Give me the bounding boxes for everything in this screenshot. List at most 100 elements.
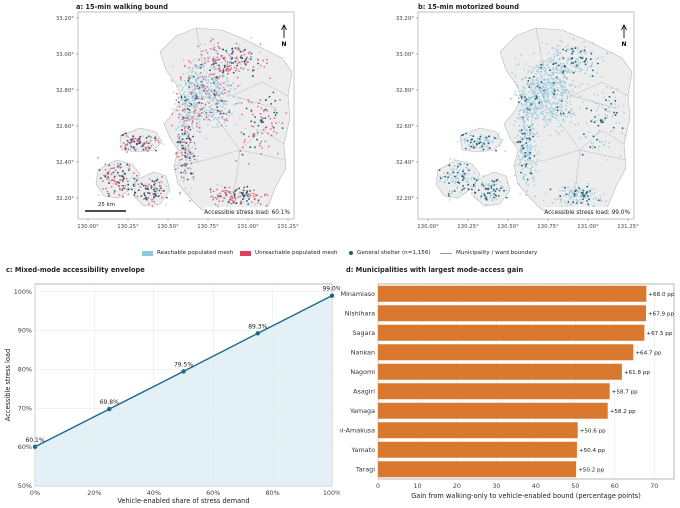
mesh-cell (546, 119, 549, 121)
mesh-cell (544, 105, 547, 107)
legend-boundary-label: Municipality / ward boundary (456, 250, 538, 256)
mesh-cell (215, 99, 218, 101)
mesh-cell (574, 65, 576, 67)
mesh-cell (187, 144, 190, 146)
shelter-point (117, 181, 119, 184)
mesh-cell (210, 120, 212, 122)
mesh-cell (565, 105, 567, 107)
mesh-cell (482, 175, 484, 177)
mesh-cell (126, 135, 128, 137)
mesh-cell (540, 75, 543, 77)
mesh-cell (530, 104, 533, 107)
mesh-cell (139, 186, 141, 188)
mesh-cell (595, 58, 598, 60)
shelter-point (153, 184, 156, 186)
mesh-cell (624, 135, 626, 137)
shelter-point (126, 163, 129, 166)
mesh-cell (235, 70, 237, 72)
mesh-cell (524, 136, 526, 139)
mesh-cell (197, 117, 199, 120)
shelter-point (467, 183, 470, 186)
mesh-cell (491, 190, 494, 193)
mesh-cell (533, 128, 535, 130)
mesh-cell (251, 101, 253, 104)
mesh-cell (194, 92, 197, 95)
mesh-cell (551, 112, 553, 114)
mesh-cell (559, 52, 561, 54)
mesh-cell (223, 103, 225, 105)
mesh-cell (524, 159, 526, 162)
mesh-cell (565, 89, 567, 91)
shelter-point (246, 200, 248, 202)
mesh-cell (198, 112, 200, 115)
mesh-cell (531, 120, 533, 122)
mesh-cell (604, 114, 607, 116)
shelter-point (252, 135, 255, 138)
mesh-cell (247, 52, 250, 54)
mesh-cell (491, 141, 494, 143)
shelter-point (116, 171, 119, 174)
mesh-cell (136, 140, 138, 142)
mesh-cell (561, 66, 563, 68)
shelter-point (594, 116, 596, 118)
mesh-cell (190, 163, 192, 165)
shelter-point (534, 97, 537, 100)
mesh-cell (248, 193, 250, 196)
mesh-cell (470, 134, 473, 136)
mesh-cell (570, 70, 572, 72)
mesh-cell (564, 68, 566, 70)
mesh-cell (194, 108, 196, 110)
mesh-cell (536, 159, 539, 161)
mesh-cell (147, 150, 149, 152)
shelter-point (222, 71, 224, 74)
mesh-cell (552, 88, 555, 90)
mesh-cell (538, 151, 540, 153)
shelter-point (466, 163, 469, 166)
mesh-cell (514, 93, 516, 96)
mesh-cell (560, 114, 563, 116)
mesh-cell (196, 119, 198, 121)
bar-value-label: +61.8 pp (624, 370, 650, 376)
mesh-cell (237, 59, 239, 61)
mesh-cell (533, 99, 536, 101)
mesh-cell (467, 177, 469, 179)
mesh-cell (528, 98, 530, 101)
mesh-cell (457, 179, 459, 181)
mesh-cell (120, 166, 123, 168)
shelter-point (122, 170, 124, 173)
shelter-point (222, 112, 225, 115)
mesh-cell (147, 146, 149, 148)
mesh-cell (216, 188, 218, 191)
bar (378, 441, 577, 458)
mesh-cell (559, 39, 561, 42)
mesh-cell (578, 95, 580, 98)
mesh-cell (238, 97, 240, 99)
mesh-cell (449, 174, 451, 177)
mesh-cell (212, 77, 214, 79)
mesh-cell (119, 179, 121, 181)
shelter-point (121, 134, 123, 137)
category-label: Kami-Amakusa (340, 426, 375, 434)
mesh-cell (531, 123, 533, 125)
mesh-cell (210, 64, 213, 66)
lat-tick-label: 33.00° (396, 52, 414, 58)
shelter-point (588, 198, 590, 201)
mesh-cell (560, 110, 563, 113)
mesh-cell (536, 116, 538, 119)
y-tick-label: 90% (18, 327, 32, 335)
x-axis-label: Gain from walking-only to vehicle-enable… (411, 492, 641, 500)
mesh-cell (619, 155, 621, 157)
mesh-cell (557, 106, 560, 108)
shelter-point (575, 202, 578, 205)
mesh-cell (200, 84, 202, 86)
mesh-cell (243, 141, 246, 143)
mesh-cell (149, 194, 151, 196)
mesh-cell (270, 134, 273, 136)
mesh-cell (579, 198, 582, 201)
shelter-point (143, 193, 146, 196)
lon-tick-label: 131.25° (617, 224, 639, 230)
mesh-cell (549, 118, 552, 120)
mesh-cell (574, 66, 577, 69)
mesh-cell (178, 113, 180, 115)
mesh-cell (564, 115, 566, 118)
